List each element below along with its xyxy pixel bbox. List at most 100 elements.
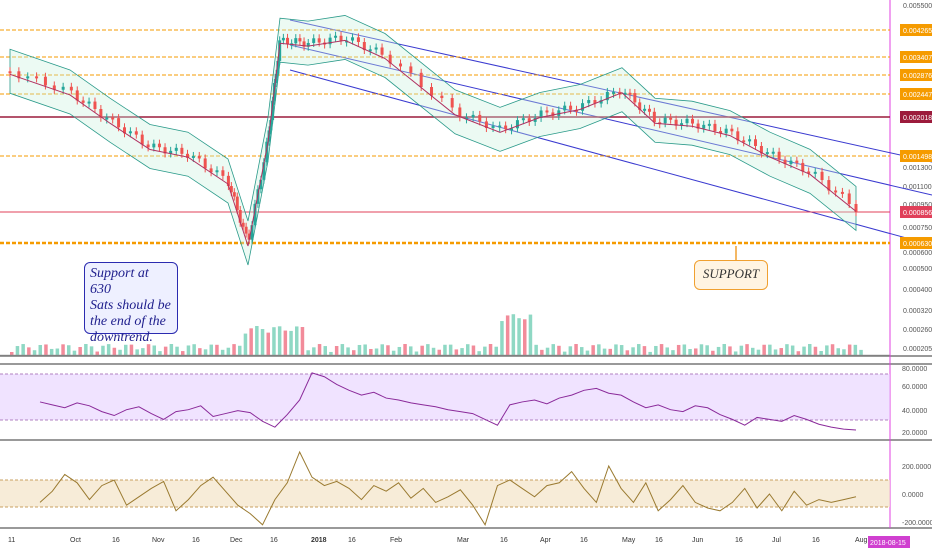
candle <box>827 180 831 191</box>
time-axis-label: Nov <box>152 537 165 544</box>
candle <box>628 92 632 95</box>
candle <box>702 124 706 129</box>
candle <box>35 76 39 79</box>
volume-bar <box>597 344 601 355</box>
volume-bar <box>471 345 476 355</box>
candle <box>26 76 30 79</box>
candle <box>834 190 838 193</box>
time-axis-label: 16 <box>500 537 508 544</box>
volume-bar <box>181 351 185 355</box>
volume-bar <box>426 344 430 355</box>
candle <box>633 93 637 103</box>
candle <box>334 35 338 38</box>
volume-bar <box>420 345 424 355</box>
volume-bar <box>671 350 675 355</box>
candle <box>593 100 597 104</box>
volume-bar <box>591 345 595 355</box>
candle <box>111 117 115 120</box>
volume-bar <box>659 344 664 355</box>
volume-bar <box>249 328 253 355</box>
volume-bar <box>443 344 447 355</box>
time-axis-label: 16 <box>270 537 278 544</box>
time-axis-label: 16 <box>192 537 200 544</box>
candle <box>440 95 444 99</box>
time-axis-label: Mar <box>457 537 470 544</box>
candle <box>807 171 811 174</box>
volume-bar <box>226 347 231 355</box>
candle <box>545 110 549 113</box>
volume-bar <box>722 344 726 355</box>
candle <box>813 171 817 174</box>
level-label: 0.000856 <box>903 210 932 217</box>
volume-bar <box>534 344 538 355</box>
volume-bar <box>317 344 322 355</box>
candle <box>498 125 502 128</box>
volume-bar <box>448 344 453 355</box>
rsi-line <box>39 372 857 431</box>
level-badge <box>900 237 932 249</box>
volume-bar <box>403 344 407 355</box>
level-badge <box>900 69 932 81</box>
candle <box>232 192 236 197</box>
time-axis-label: 11 <box>8 537 15 544</box>
candle <box>306 42 310 47</box>
candle <box>759 145 763 154</box>
moving-average <box>9 39 857 247</box>
candle <box>174 147 178 151</box>
candle <box>247 233 251 240</box>
channel-line <box>289 19 932 163</box>
volume-bar <box>380 344 384 355</box>
time-axis-label: Apr <box>540 537 552 544</box>
candle <box>569 105 573 110</box>
volume-bar <box>169 344 174 355</box>
volume-bar <box>106 344 111 355</box>
volume-bar <box>830 344 835 355</box>
volume-bar <box>306 350 310 355</box>
candle <box>599 100 603 104</box>
price-axis-tick: 0.001300 <box>903 165 932 172</box>
volume-bar <box>129 344 134 355</box>
volume-bar <box>762 344 766 355</box>
volume-bar <box>391 350 396 355</box>
volume-bar <box>557 345 561 355</box>
volume-bar <box>84 344 88 355</box>
candle <box>241 222 245 227</box>
volume-bar <box>711 350 715 355</box>
candle <box>801 162 805 172</box>
candle <box>368 49 372 52</box>
volume-bar <box>488 344 493 355</box>
level-label: 0.003407 <box>903 55 932 62</box>
volume-bar <box>688 349 692 355</box>
volume-bar <box>340 344 345 355</box>
candle <box>17 71 21 79</box>
volume-bar <box>574 344 578 355</box>
volume-bar <box>158 351 162 355</box>
candle <box>87 101 91 104</box>
volume-bar <box>842 349 846 355</box>
volume-bar <box>733 351 738 355</box>
volume-bar <box>523 319 527 355</box>
candle <box>847 193 851 204</box>
volume-bar <box>72 350 77 355</box>
candle <box>510 128 514 131</box>
price-axis-tick: 0.000260 <box>903 327 932 334</box>
volume-bar <box>49 348 54 355</box>
candle <box>238 209 242 223</box>
candle <box>281 37 285 41</box>
level-badge <box>900 150 932 162</box>
candle <box>563 105 567 111</box>
volume-bar <box>602 348 607 355</box>
volume-bar <box>38 344 42 355</box>
volume-bar <box>78 347 82 355</box>
level-badge <box>900 206 932 218</box>
volume-bar <box>369 348 373 355</box>
candle <box>61 86 65 90</box>
volume-bar <box>608 348 612 355</box>
candle <box>157 143 161 148</box>
volume-bar <box>580 347 584 355</box>
volume-bar <box>756 349 761 355</box>
candle <box>339 35 343 41</box>
candle <box>471 114 475 118</box>
volume-bar <box>819 350 823 355</box>
volume-bar <box>101 345 105 355</box>
